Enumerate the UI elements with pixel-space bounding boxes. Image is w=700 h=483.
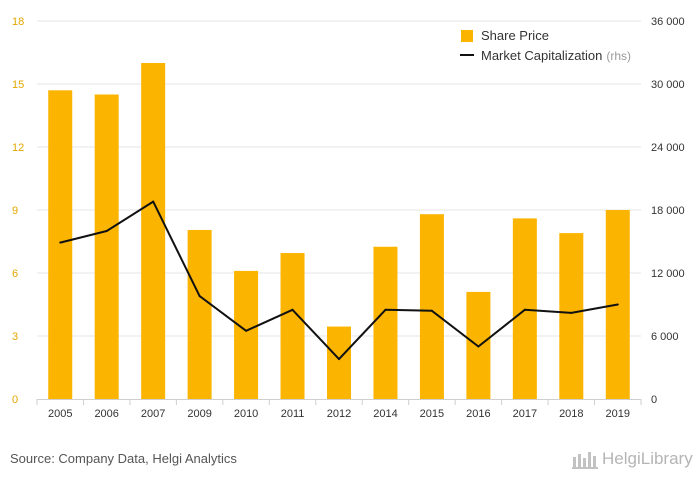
legend: Share Price Market Capitalization (rhs): [460, 28, 631, 63]
bar-share-price-2017: [512, 218, 537, 399]
x-tick-label: 2009: [187, 408, 211, 420]
x-tick-label: 2017: [513, 408, 537, 420]
bar-share-price-2011: [280, 253, 305, 399]
left-tick-label: 6: [12, 268, 18, 280]
bar-share-price-2005: [48, 90, 73, 400]
left-tick-label: 3: [12, 331, 18, 343]
right-axis-ticks: 0 6 000 12 000 18 000 24 000 30 000 36 000: [651, 16, 685, 406]
point-market-cap-2007: [152, 200, 155, 203]
legend-label-share-price: Share Price: [481, 28, 549, 43]
right-tick-label: 6 000: [651, 331, 679, 343]
legend-label-market-cap-suffix: (rhs): [606, 49, 631, 63]
legend-label-market-cap-name: Market Capitalization: [481, 48, 602, 63]
point-market-cap-2009: [198, 295, 201, 298]
point-market-cap-2011: [291, 308, 294, 311]
x-tick-label: 2006: [94, 408, 118, 420]
point-market-cap-2019: [616, 303, 619, 306]
x-tick-label: 2005: [48, 408, 72, 420]
x-tick-label: 2016: [466, 408, 490, 420]
bar-share-price-2018: [559, 233, 584, 399]
x-tick-label: 2010: [234, 408, 258, 420]
right-tick-label: 12 000: [651, 268, 685, 280]
helgi-library-icon: [572, 452, 598, 469]
point-market-cap-2017: [523, 308, 526, 311]
left-tick-label: 18: [12, 16, 24, 28]
point-market-cap-2010: [245, 329, 248, 332]
source-note: Source: Company Data, Helgi Analytics: [10, 451, 237, 466]
right-tick-label: 18 000: [651, 205, 685, 217]
legend-label-market-cap: Market Capitalization (rhs): [481, 48, 631, 63]
legend-swatch-share-price: [461, 30, 473, 42]
point-market-cap-2005: [59, 241, 62, 244]
left-tick-label: 9: [12, 205, 18, 217]
point-market-cap-2012: [338, 358, 340, 361]
right-tick-label: 30 000: [651, 79, 685, 91]
share-price-bars: [48, 63, 630, 400]
x-tick-label: 2015: [420, 408, 444, 420]
point-market-cap-2006: [105, 230, 108, 232]
right-tick-label: 24 000: [651, 142, 685, 154]
left-tick-label: 0: [12, 394, 18, 406]
left-tick-label: 15: [12, 79, 24, 91]
bar-share-price-2012: [327, 326, 351, 399]
brand-logo[interactable]: HelgiLibrary: [572, 448, 693, 470]
brand-name: HelgiLibrary: [602, 449, 693, 468]
left-tick-label: 12: [12, 142, 24, 154]
left-axis-ticks: 0 3 6 9 12 15 18: [12, 16, 24, 406]
bar-share-price-2009: [187, 229, 212, 399]
x-tick-label: 2019: [606, 408, 630, 420]
bar-share-price-2007: [141, 63, 166, 399]
x-tick-label: 2011: [281, 408, 305, 420]
point-market-cap-2015: [430, 309, 433, 312]
x-tick-label: 2018: [559, 408, 583, 420]
point-market-cap-2016: [477, 345, 480, 348]
x-tick-label: 2007: [141, 408, 165, 420]
right-tick-label: 36 000: [651, 16, 685, 28]
x-tick-label: 2014: [373, 408, 397, 420]
bar-share-price-2014: [373, 246, 398, 399]
bar-share-price-2015: [419, 214, 444, 399]
gridlines: [37, 20, 641, 337]
right-tick-label: 0: [651, 394, 657, 406]
bar-share-price-2006: [94, 94, 119, 399]
x-axis: 2005 2006 2007 2009 2010 2011 2012 2014 2015 2016…: [36, 399, 642, 420]
market-cap-line: [59, 200, 619, 361]
point-market-cap-2018: [570, 311, 573, 314]
chart: 0 3 6 9 12 15 18 0 6 000 12 000 18 000 24 000 30 00…: [12, 16, 685, 420]
point-market-cap-2014: [384, 308, 387, 311]
x-tick-label: 2012: [327, 408, 351, 420]
bar-share-price-2010: [234, 270, 259, 399]
